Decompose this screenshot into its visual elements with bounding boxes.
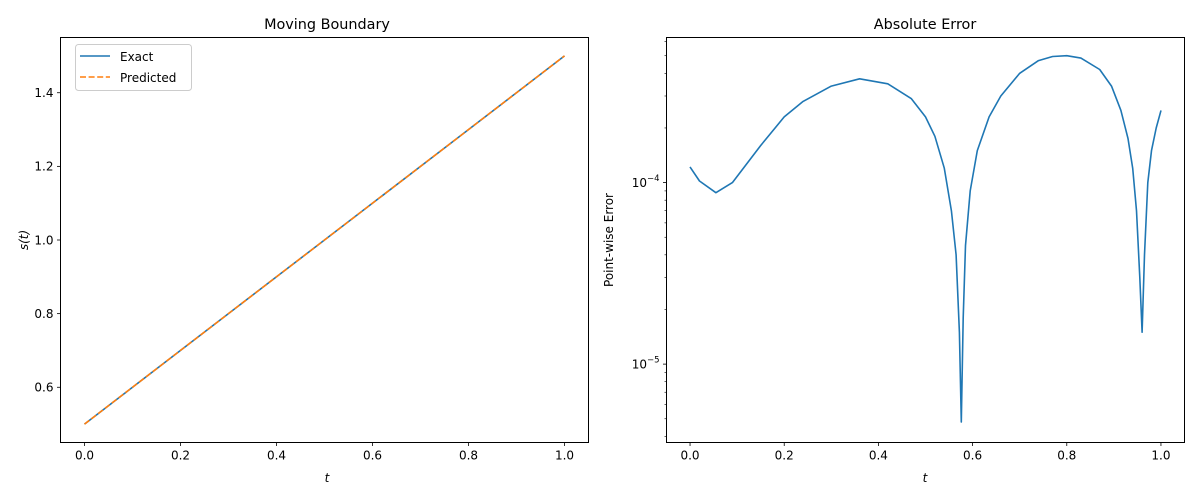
axes-frame [666, 37, 1185, 443]
y-axis-label: s(t) [17, 230, 31, 250]
y-tick-label: 10−5 [632, 355, 660, 371]
moving-boundary-plot: Moving Boundary 0.0 0.2 0.4 0.6 0.8 1.0 0.60.… [17, 17, 589, 485]
x-tick-label: 0.6 [963, 449, 982, 463]
y-tick-label: 1.4 [34, 86, 53, 100]
x-tick-label: 1.0 [555, 449, 574, 463]
plot-lines [689, 54, 1162, 423]
x-ticks: 0.0 0.2 0.4 0.6 0.8 1.0 [75, 442, 574, 463]
x-tick-label: 0.8 [459, 449, 478, 463]
y-ticks: 10−5 10−4 [632, 41, 667, 437]
y-ticks: 0.6 0.8 1.0 1.2 1.4 [34, 86, 61, 395]
x-tick-label: 0.2 [171, 449, 190, 463]
x-tick-label: 0.0 [75, 449, 94, 463]
x-tick-label: 0.8 [1057, 449, 1076, 463]
y-tick-label: 1.0 [34, 233, 53, 247]
x-axis-label: t [923, 471, 929, 485]
legend: Exact Predicted [75, 44, 192, 91]
x-ticks: 0.0 0.2 0.4 0.6 0.8 1.0 [680, 442, 1171, 463]
x-tick-label: 0.0 [680, 449, 699, 463]
line-predicted [84, 55, 565, 425]
x-tick-label: 0.2 [775, 449, 794, 463]
x-tick-label: 1.0 [1151, 449, 1170, 463]
y-tick-label: 0.8 [34, 307, 53, 321]
line-absolute-error [689, 54, 1162, 423]
absolute-error-plot: Absolute Error 0.0 0.2 0.4 0.6 0.8 1.0 10−510… [602, 17, 1185, 485]
x-tick-label: 0.4 [869, 449, 888, 463]
legend-predicted-label: Predicted [120, 71, 176, 85]
x-axis-label: t [325, 471, 331, 485]
y-axis-label: Point-wise Error [602, 193, 616, 287]
y-tick-label: 10−4 [632, 174, 660, 190]
y-tick-label: 0.6 [34, 381, 53, 395]
legend-exact-label: Exact [120, 50, 154, 64]
plot-title: Moving Boundary [264, 17, 390, 33]
x-tick-label: 0.6 [363, 449, 382, 463]
plot-title: Absolute Error [874, 17, 977, 33]
y-tick-label: 1.2 [34, 160, 53, 174]
x-tick-label: 0.4 [267, 449, 286, 463]
plot-lines [84, 55, 565, 425]
